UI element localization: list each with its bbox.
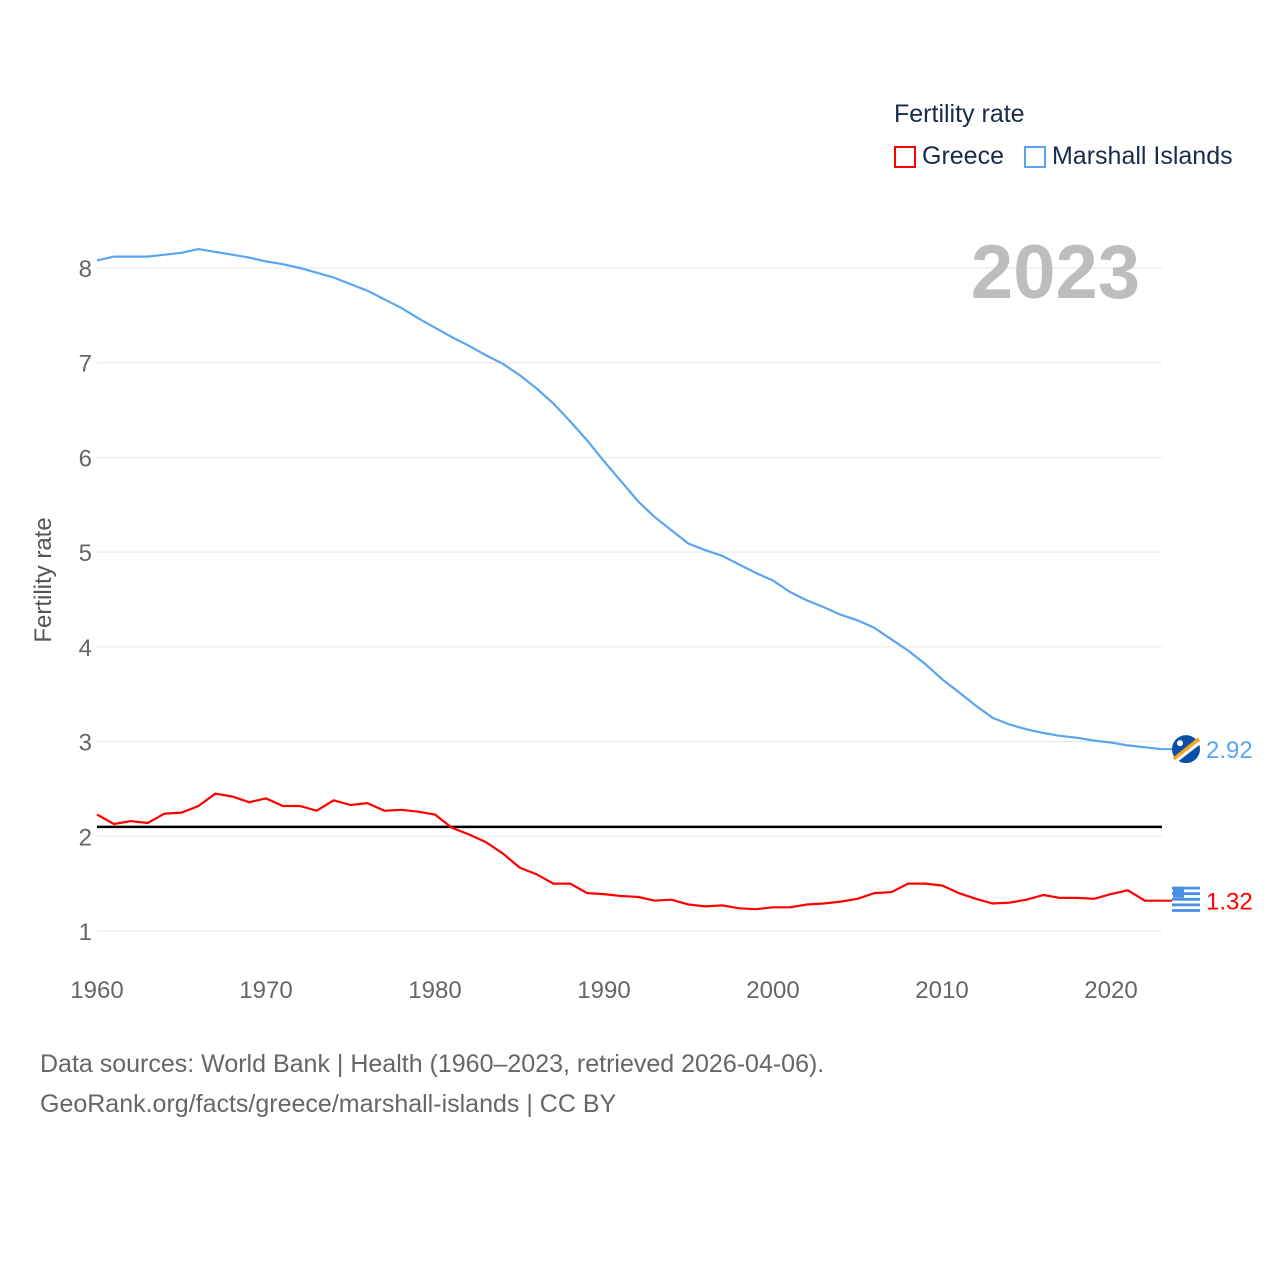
x-tick-label: 2000	[746, 977, 799, 1004]
legend-item-marshall-islands[interactable]: Marshall Islands	[1023, 142, 1233, 171]
flag-star	[1177, 740, 1183, 747]
legend-item-greece[interactable]: Greece	[894, 142, 1004, 171]
year-watermark: 2023	[971, 230, 1140, 315]
y-tick-label: 3	[79, 730, 92, 757]
y-axis-label: Fertility rate	[30, 517, 57, 642]
y-tick-label: 8	[79, 256, 92, 283]
flag-stripe	[1172, 897, 1200, 901]
x-tick-label: 1970	[239, 977, 292, 1004]
source-line: Data sources: World Bank | Health (1960–…	[40, 1050, 825, 1078]
y-tick-label: 1	[79, 919, 92, 946]
y-tick-label: 2	[79, 824, 92, 851]
legend: Greece Marshall Islands	[894, 142, 1233, 171]
end-value-label: 1.32	[1206, 889, 1253, 916]
flag-stripe	[1172, 909, 1200, 912]
flag-stripe	[1172, 886, 1200, 890]
legend-label: Marshall Islands	[1051, 142, 1233, 170]
flag-stripe	[1175, 741, 1200, 763]
legend-title: Fertility rate	[894, 100, 1025, 128]
y-tick-label: 4	[79, 635, 92, 662]
x-tick-label: 1960	[70, 977, 123, 1004]
x-tick-label: 1990	[577, 977, 630, 1004]
x-tick-label: 1980	[408, 977, 461, 1004]
series-line-marshall-islands	[96, 247, 1162, 751]
legend-swatch	[894, 145, 916, 168]
legend-label: Greece	[922, 142, 1004, 170]
flag-stripe	[1172, 737, 1201, 761]
x-tick-label: 2010	[915, 977, 968, 1004]
greece-flag-icon	[1172, 886, 1200, 915]
flag-canton	[1173, 886, 1184, 898]
flag-stripe	[1172, 892, 1200, 896]
source-note: Data sources: World Bank | Health (1960–…	[40, 1044, 824, 1124]
marshall-islands-flag-icon	[1172, 735, 1201, 764]
y-tick-label: 5	[79, 540, 92, 567]
x-tick-label: 2020	[1084, 977, 1137, 1004]
series-line-greece	[96, 792, 1162, 911]
y-tick-label: 7	[79, 351, 92, 378]
flag-stripe	[1172, 903, 1200, 907]
credit-line[interactable]: GeoRank.org/facts/greece/marshall-island…	[40, 1090, 617, 1118]
y-tick-label: 6	[79, 445, 92, 472]
end-value-label: 2.92	[1206, 737, 1253, 764]
legend-swatch	[1023, 145, 1046, 168]
